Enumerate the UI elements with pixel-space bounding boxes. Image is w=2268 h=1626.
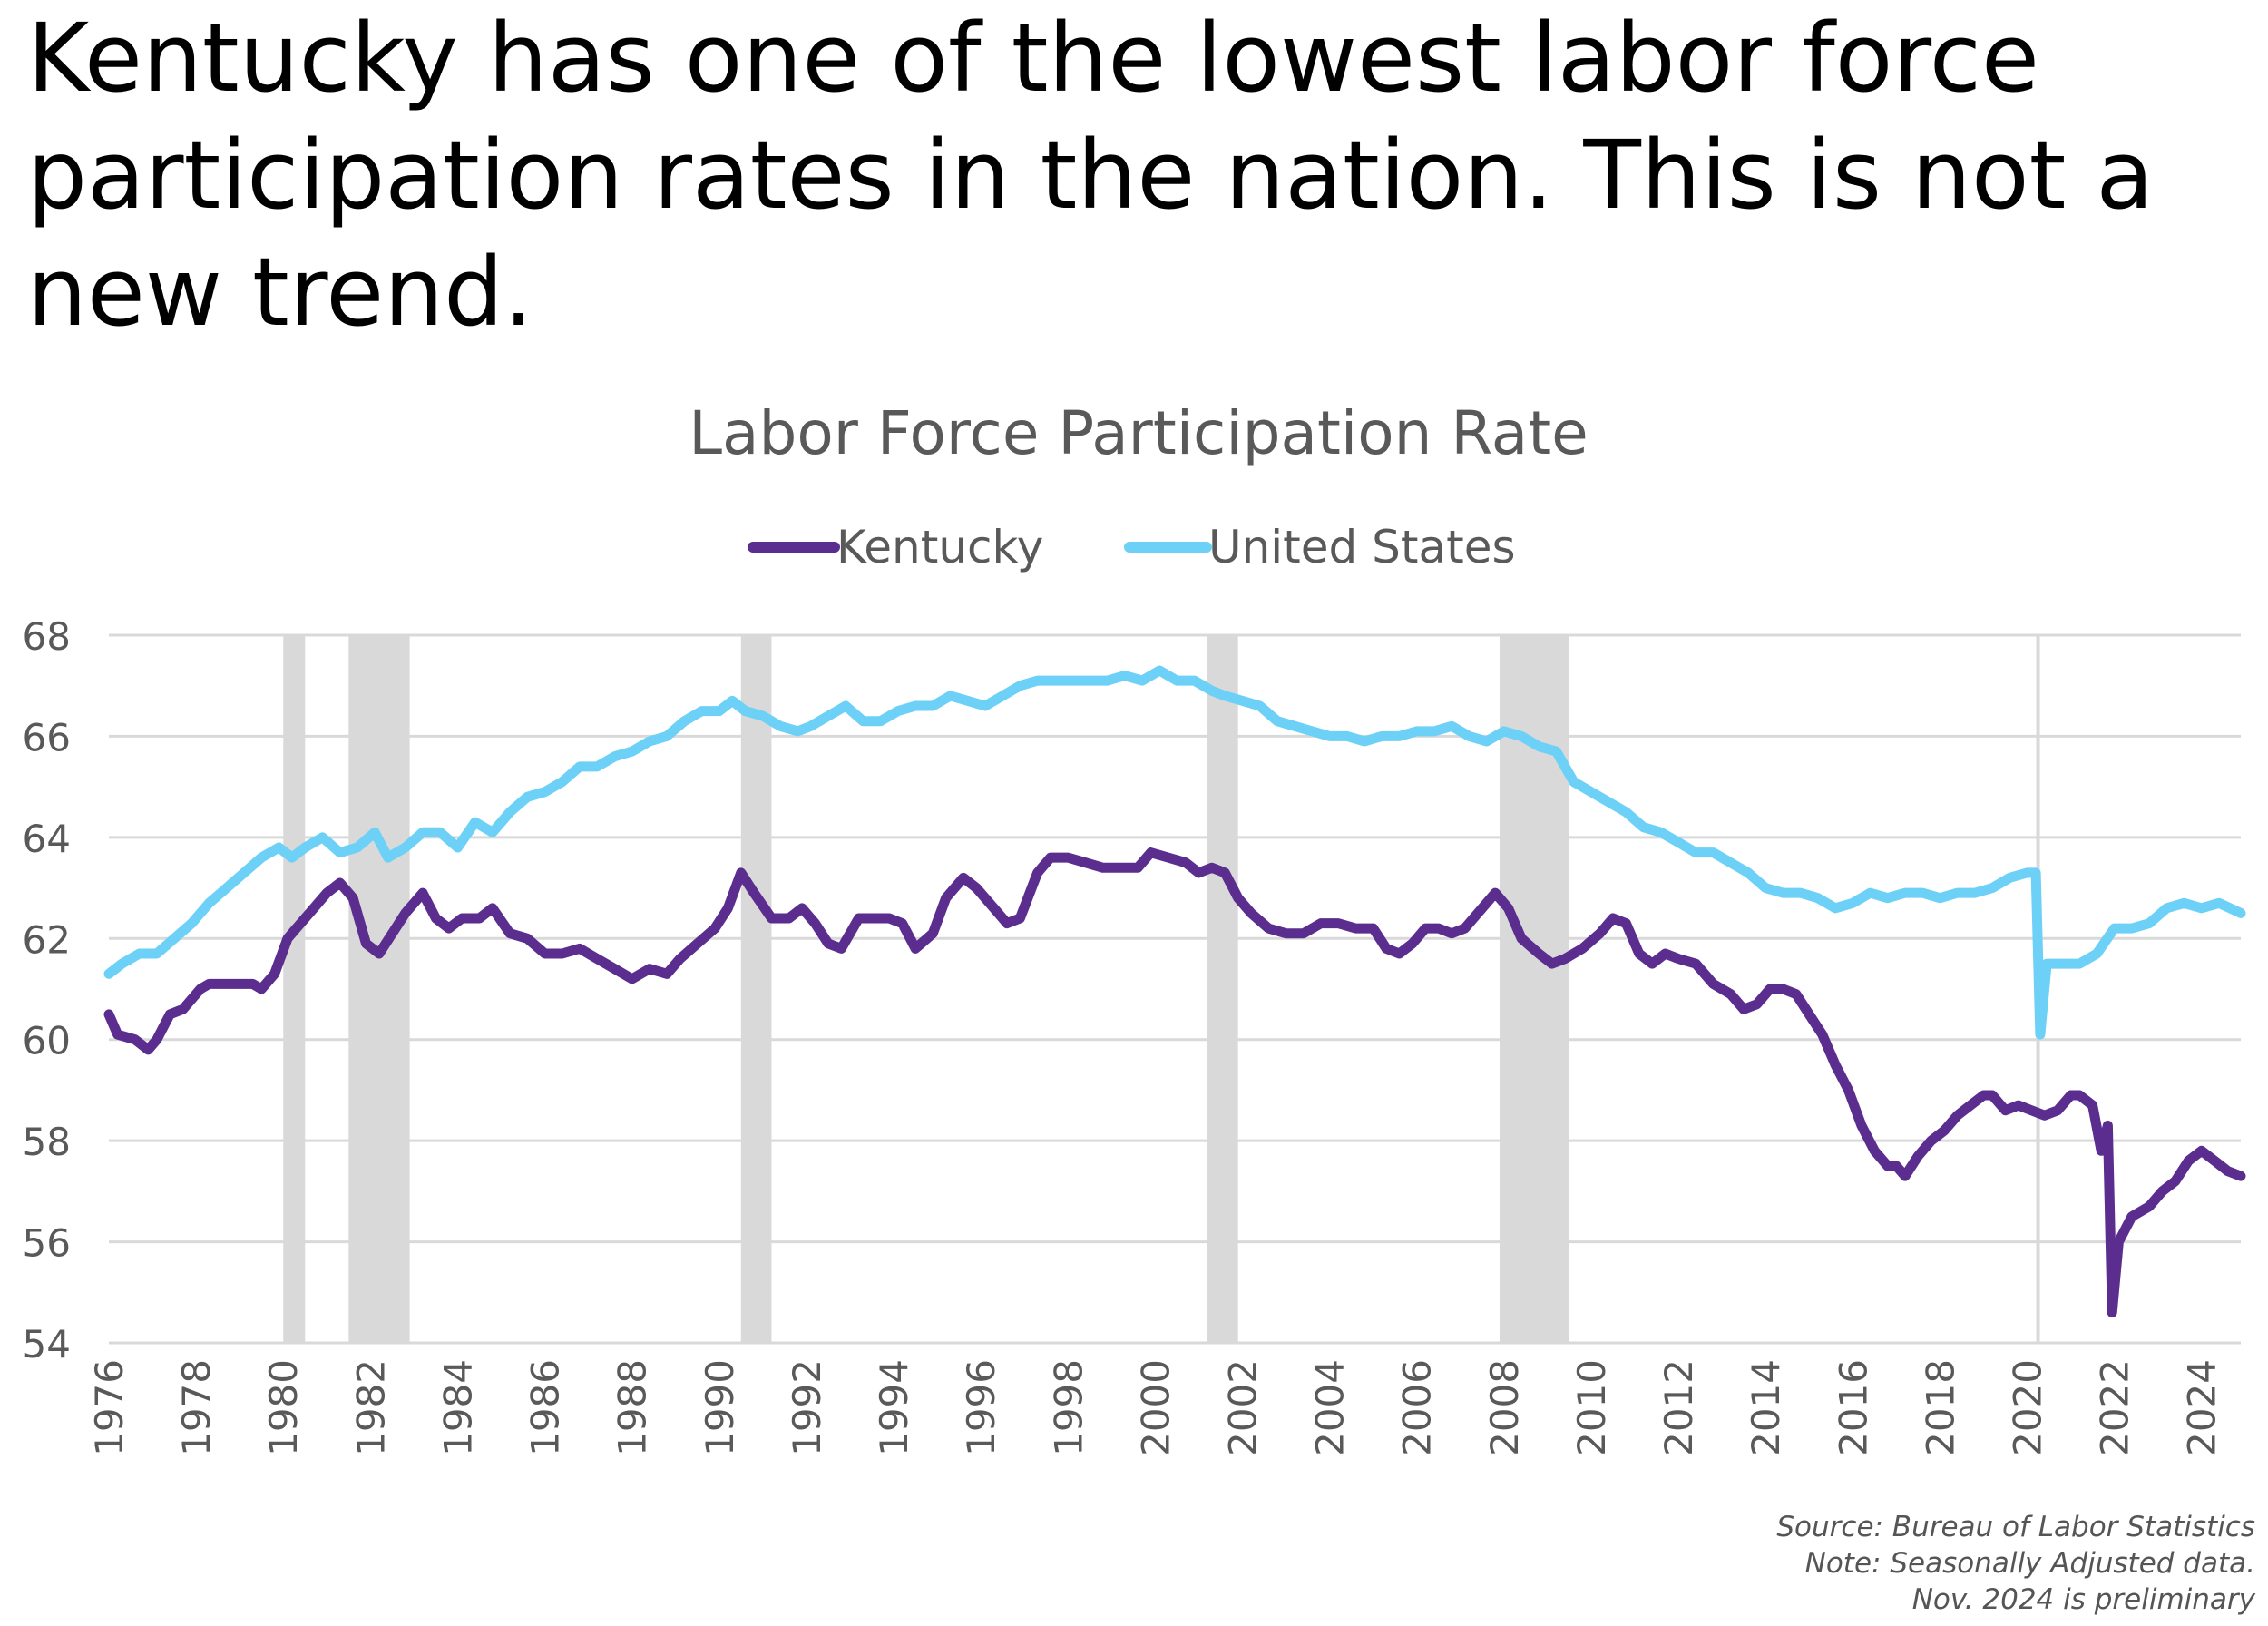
recession-band bbox=[1207, 635, 1238, 1343]
x-tick-label: 2008 bbox=[1482, 1359, 1527, 1456]
x-tick-label: 2012 bbox=[1657, 1359, 1701, 1456]
x-tick-label: 1998 bbox=[1046, 1359, 1090, 1456]
recession-band bbox=[283, 635, 306, 1343]
x-tick-label: 1996 bbox=[959, 1359, 1003, 1456]
y-tick-label: 68 bbox=[23, 614, 71, 659]
y-axis: 54 56 58 60 62 64 66 68 bbox=[23, 614, 71, 1366]
chart-title: Labor Force Participation Rate bbox=[689, 398, 1588, 468]
x-tick-label: 2022 bbox=[2093, 1359, 2137, 1456]
source-note: Source: Bureau of Labor Statistics bbox=[1776, 1511, 2255, 1543]
y-tick-label: 60 bbox=[23, 1019, 71, 1063]
x-tick-label: 1976 bbox=[87, 1359, 132, 1456]
y-tick-label: 54 bbox=[23, 1322, 71, 1366]
y-tick-label: 66 bbox=[23, 715, 71, 759]
x-tick-label: 1978 bbox=[174, 1359, 219, 1456]
recession-band bbox=[740, 635, 772, 1343]
series-line-united-states bbox=[103, 665, 2246, 1040]
x-tick-label: 2006 bbox=[1395, 1359, 1440, 1456]
x-tick-label: 2002 bbox=[1220, 1359, 1265, 1456]
recession-bands bbox=[283, 635, 2040, 1343]
x-tick-label: 1992 bbox=[785, 1359, 829, 1456]
y-tick-label: 58 bbox=[23, 1120, 71, 1164]
series-line-kentucky bbox=[103, 847, 2246, 1318]
x-tick-label: 2018 bbox=[1918, 1359, 1962, 1456]
x-tick-label: 2020 bbox=[2006, 1359, 2050, 1456]
x-tick-label: 1994 bbox=[872, 1359, 916, 1456]
series-lines bbox=[103, 665, 2246, 1318]
chart-legend: Kentucky United States bbox=[748, 521, 1516, 573]
legend-label-united-states: United States bbox=[1208, 521, 1516, 573]
legend-label-kentucky: Kentucky bbox=[836, 521, 1043, 573]
x-tick-label: 1990 bbox=[698, 1359, 742, 1456]
recession-band bbox=[348, 635, 410, 1343]
grid-lines bbox=[109, 633, 2241, 1345]
y-tick-label: 62 bbox=[23, 917, 71, 962]
x-tick-label: 2014 bbox=[1744, 1359, 1788, 1456]
x-tick-label: 1988 bbox=[611, 1359, 655, 1456]
y-tick-label: 64 bbox=[23, 817, 71, 861]
slide-headline: Kentucky has one of the lowest labor for… bbox=[27, 3, 2155, 348]
y-tick-label: 56 bbox=[23, 1221, 71, 1266]
x-tick-label: 2000 bbox=[1133, 1359, 1178, 1456]
x-tick-label: 1984 bbox=[435, 1359, 480, 1456]
seasonal-note: Note: Seasonally Adjusted data. bbox=[1804, 1547, 2255, 1580]
x-tick-label: 2010 bbox=[1569, 1359, 1614, 1456]
x-tick-label: 1986 bbox=[523, 1359, 568, 1456]
x-tick-label: 1982 bbox=[348, 1359, 393, 1456]
x-tick-label: 2004 bbox=[1308, 1359, 1353, 1456]
x-tick-label: 2024 bbox=[2180, 1359, 2224, 1456]
x-axis: 1976 1978 1980 1982 1984 1986 1988 1990 1992 1994… bbox=[87, 1359, 2224, 1456]
x-tick-label: 2016 bbox=[1831, 1359, 1875, 1456]
preliminary-note: Nov. 2024 is preliminary bbox=[1911, 1583, 2255, 1616]
x-tick-label: 1980 bbox=[261, 1359, 306, 1456]
